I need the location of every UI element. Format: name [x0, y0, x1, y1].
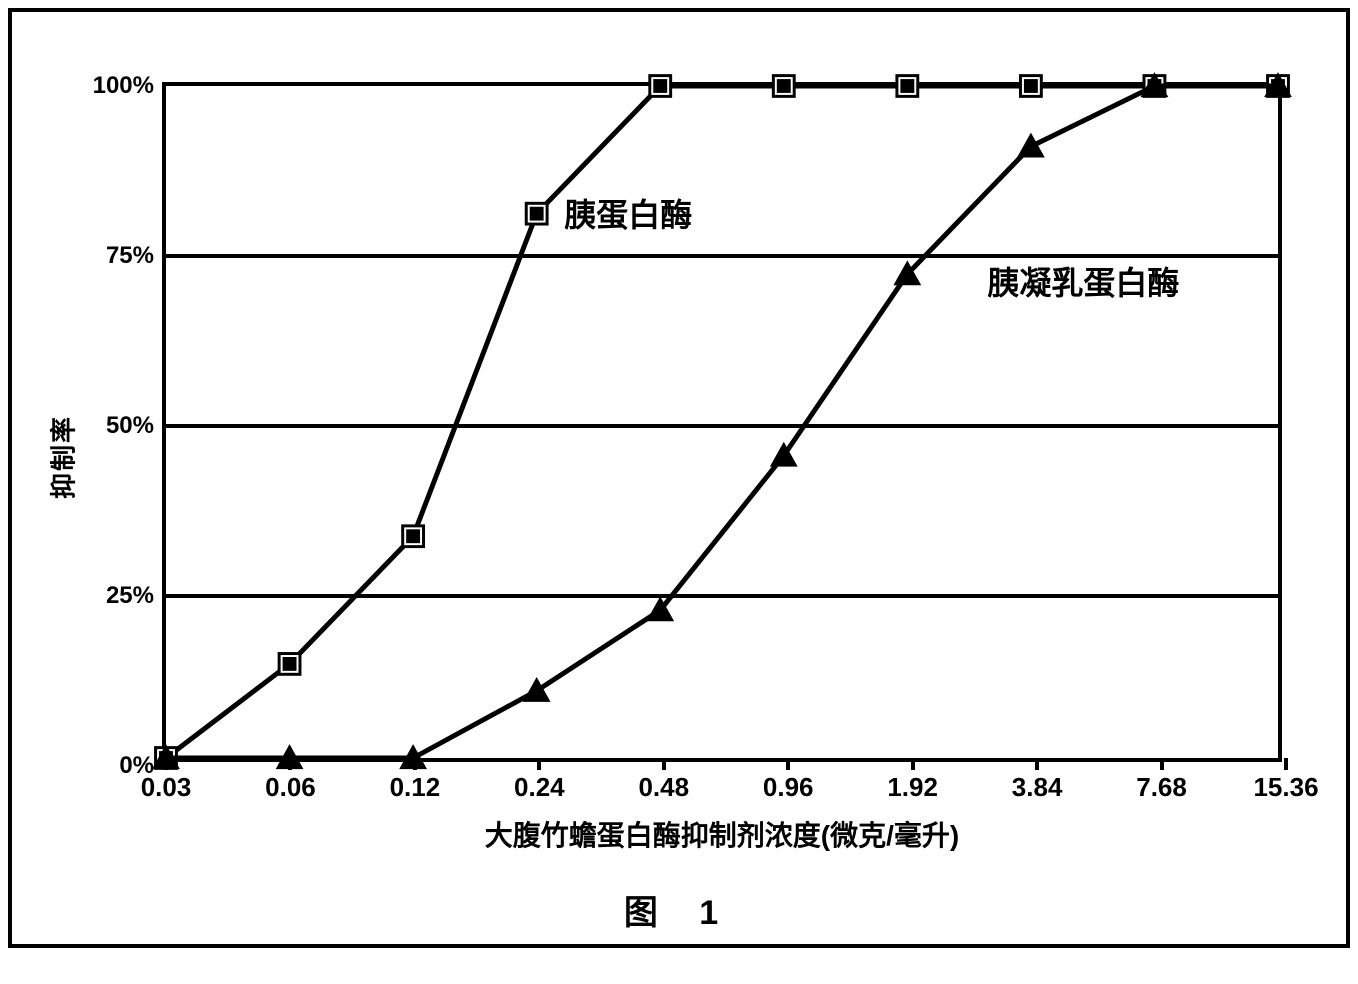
- x-tick-mark: [662, 758, 666, 770]
- x-tick-label: 0.96: [763, 772, 814, 803]
- x-tick-mark: [537, 758, 541, 770]
- y-axis-label: 抑制率: [44, 415, 81, 499]
- gridline: [166, 424, 1278, 428]
- x-tick-label: 0.06: [265, 772, 316, 803]
- chart-container: 抑制率 大腹竹蟾蛋白酶抑制剂浓度(微克/毫升) 胰蛋白酶 胰凝乳蛋白酶 0%25…: [72, 42, 1342, 872]
- x-tick-mark: [164, 758, 168, 770]
- x-tick-mark: [288, 758, 292, 770]
- figure-outer-frame: 抑制率 大腹竹蟾蛋白酶抑制剂浓度(微克/毫升) 胰蛋白酶 胰凝乳蛋白酶 0%25…: [8, 8, 1350, 948]
- x-tick-mark: [1035, 758, 1039, 770]
- series-label-trypsin: 胰蛋白酶: [564, 190, 692, 236]
- x-axis-label: 大腹竹蟾蛋白酶抑制剂浓度(微克/毫升): [485, 814, 959, 854]
- x-tick-label: 15.36: [1253, 772, 1318, 803]
- series-label-chymotrypsin: 胰凝乳蛋白酶: [987, 258, 1179, 304]
- x-tick-mark: [1160, 758, 1164, 770]
- x-tick-label: 0.24: [514, 772, 565, 803]
- x-tick-label: 1.92: [887, 772, 938, 803]
- figure-caption: 图 1: [624, 885, 734, 934]
- y-tick-label: 75%: [106, 242, 154, 270]
- plot-area: 大腹竹蟾蛋白酶抑制剂浓度(微克/毫升) 胰蛋白酶 胰凝乳蛋白酶 0%25%50%…: [162, 82, 1282, 762]
- y-tick-label: 100%: [93, 72, 154, 100]
- chart-svg: [166, 86, 1278, 758]
- x-tick-label: 7.68: [1136, 772, 1187, 803]
- x-tick-label: 0.12: [390, 772, 441, 803]
- x-tick-mark: [413, 758, 417, 770]
- gridline: [166, 254, 1278, 258]
- x-tick-mark: [1284, 758, 1288, 770]
- gridline: [166, 594, 1278, 598]
- x-tick-label: 0.03: [141, 772, 192, 803]
- x-tick-mark: [911, 758, 915, 770]
- y-tick-label: 50%: [106, 412, 154, 440]
- x-tick-mark: [786, 758, 790, 770]
- x-tick-label: 3.84: [1012, 772, 1063, 803]
- x-tick-label: 0.48: [638, 772, 689, 803]
- y-tick-label: 25%: [106, 582, 154, 610]
